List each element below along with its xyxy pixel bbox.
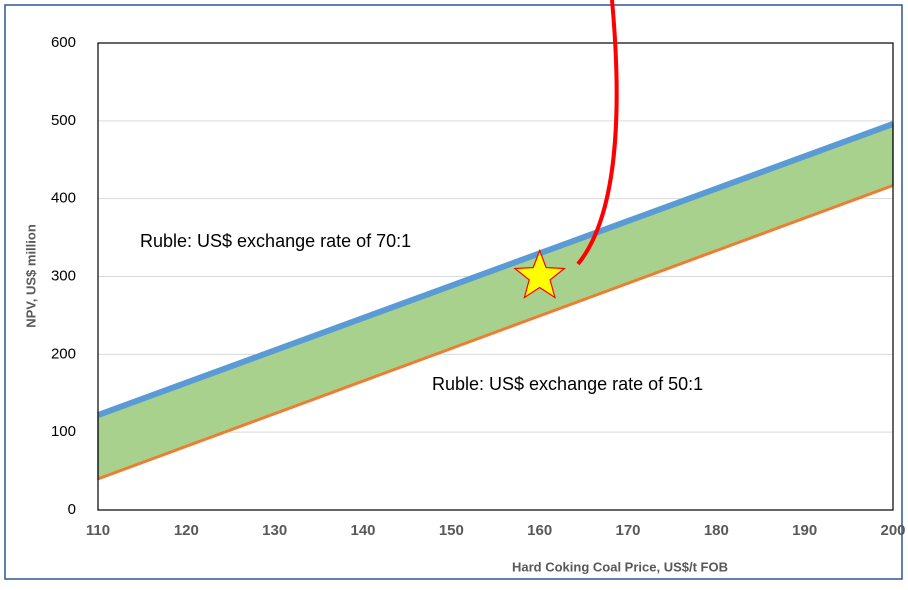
x-tick-label: 140 [350,522,375,539]
y-tick-label: 600 [51,34,76,51]
y-tick-label: 300 [51,267,76,284]
series-annotation: Ruble: US$ exchange rate of 50:1 [432,374,703,394]
x-tick-label: 180 [704,522,729,539]
y-tick-label: 500 [51,112,76,129]
callout-arrow [576,0,619,266]
series-line [97,184,894,481]
y-tick-label: 100 [51,423,76,440]
y-tick-label: 400 [51,190,76,207]
x-tick-label: 160 [527,522,552,539]
y-tick-label: 0 [68,501,76,518]
star-marker [513,248,567,299]
x-axis-label: Hard Coking Coal Price, US$/t FOB [512,559,728,574]
series-annotation: Ruble: US$ exchange rate of 70:1 [140,231,411,251]
y-tick-label: 200 [51,345,76,362]
x-tick-label: 190 [792,522,817,539]
x-tick-label: 200 [880,522,905,539]
plot-border [97,42,894,511]
x-tick-label: 130 [262,522,287,539]
x-tick-label: 120 [174,522,199,539]
y-axis-label: NPV, US$ million [23,224,38,328]
series-line [96,121,895,418]
x-tick-label: 170 [615,522,640,539]
x-tick-label: 150 [439,522,464,539]
x-tick-label: 110 [86,522,110,539]
